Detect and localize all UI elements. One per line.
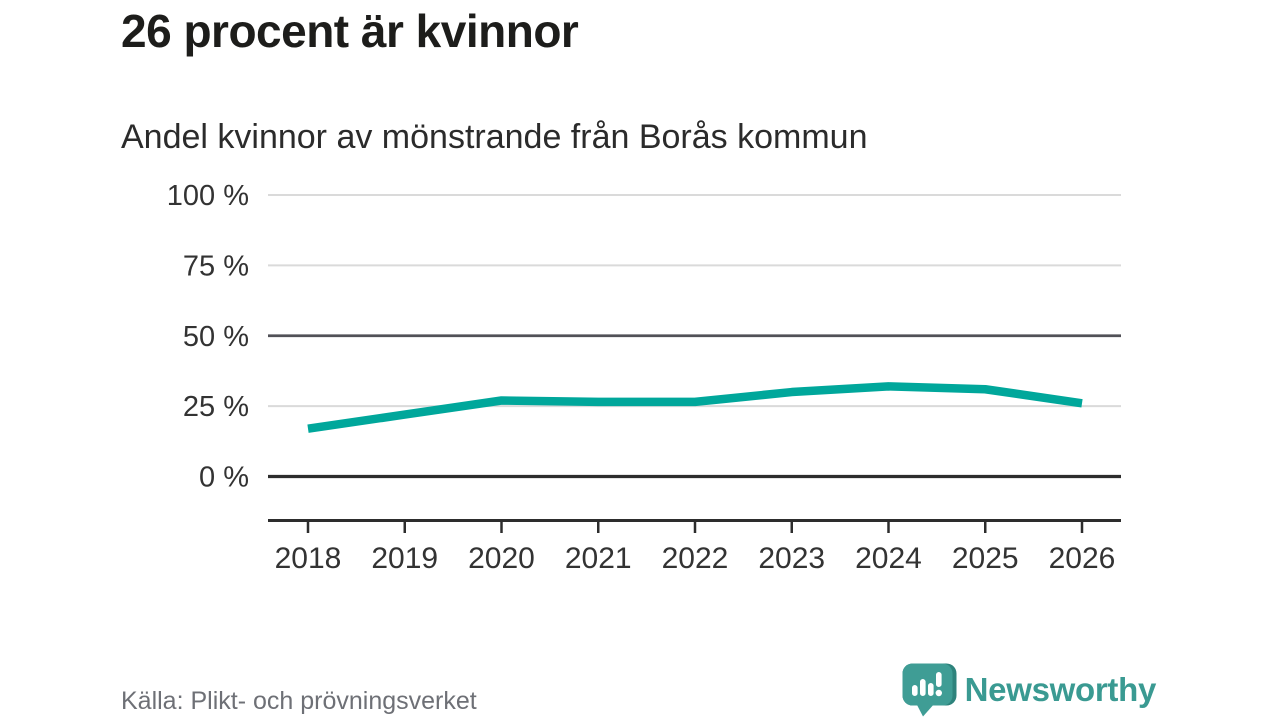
y-tick-label-75: 75 % bbox=[183, 250, 249, 282]
chart-subtitle: Andel kvinnor av mönstrande från Borås k… bbox=[121, 118, 868, 156]
x-tick-label-2021: 2021 bbox=[565, 542, 632, 575]
newsworthy-logo: Newsworthy bbox=[902, 663, 1156, 717]
newsworthy-logo-text: Newsworthy bbox=[964, 671, 1157, 708]
x-tick-label-2018: 2018 bbox=[275, 542, 342, 575]
y-tick-label-25: 25 % bbox=[183, 391, 249, 423]
x-tick-label-2026: 2026 bbox=[1049, 542, 1116, 575]
newsworthy-logo-icon bbox=[902, 663, 957, 717]
y-tick-label-0: 0 % bbox=[199, 462, 249, 494]
x-tick-label-2023: 2023 bbox=[758, 542, 825, 575]
x-tick-label-2025: 2025 bbox=[952, 542, 1019, 575]
source-note: Källa: Plikt- och prövningsverket bbox=[121, 687, 477, 715]
logo-bubble bbox=[902, 663, 953, 706]
chart-title: 26 procent är kvinnor bbox=[121, 5, 579, 57]
y-tick-label-100: 100 % bbox=[167, 180, 249, 212]
x-tick-label-2020: 2020 bbox=[468, 542, 535, 575]
logo-bubble-tail bbox=[915, 703, 935, 717]
x-tick-label-2024: 2024 bbox=[855, 542, 922, 575]
y-tick-label-50: 50 % bbox=[183, 321, 249, 353]
x-tick-label-2022: 2022 bbox=[662, 542, 729, 575]
logo-barchart-glyph bbox=[911, 672, 942, 697]
data-line-andel-kvinnor bbox=[307, 382, 1083, 433]
x-tick-label-2019: 2019 bbox=[371, 542, 438, 575]
